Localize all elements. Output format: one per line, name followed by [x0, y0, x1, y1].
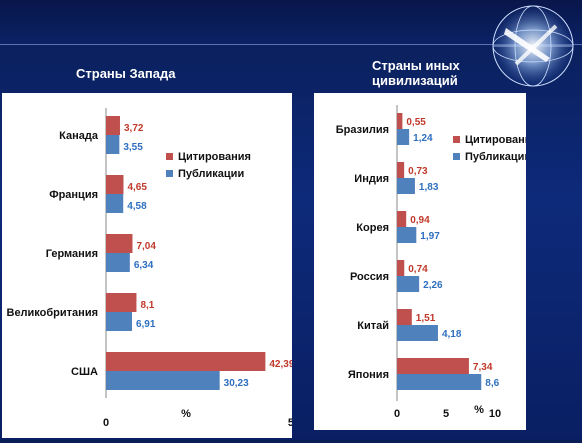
bar-citations-4 — [106, 352, 266, 371]
section-title-other-line1: Страны иных — [372, 58, 460, 73]
x-tick-label-1: 5 — [443, 408, 449, 420]
category-label-1: Франция — [49, 189, 98, 201]
data-label-citations-1: 0,73 — [408, 166, 428, 177]
x-tick-label-1: 50 — [288, 417, 292, 429]
bar-publications-1 — [397, 178, 415, 194]
data-label-citations-4: 42,39 — [269, 359, 292, 370]
category-label-3: Великобритания — [7, 307, 99, 319]
data-label-citations-4: 1,51 — [416, 313, 436, 324]
category-label-2: Германия — [46, 248, 98, 260]
legend-swatch-publications — [453, 153, 460, 160]
data-label-publications-2: 1,97 — [420, 231, 440, 242]
x-tick-label-0: 0 — [394, 408, 400, 420]
data-label-publications-1: 4,58 — [127, 201, 147, 212]
chart-panel-other: 0,55 1,24 Бразилия 0,73 1,83 Индия 0,94 1,97 Кор… — [314, 93, 538, 430]
x-axis-unit-label: % — [474, 404, 484, 416]
bar-publications-2 — [106, 253, 130, 272]
bar-citations-1 — [106, 175, 124, 194]
bar-citations-0 — [397, 113, 403, 129]
bar-publications-0 — [106, 135, 120, 154]
legend-label-citations: Цитирования — [465, 134, 526, 146]
header-bar — [0, 0, 582, 46]
header-divider — [0, 44, 582, 45]
data-label-publications-0: 1,24 — [413, 133, 433, 144]
category-label-5: Япония — [348, 369, 389, 381]
section-title-west: Страны Запада — [76, 66, 176, 81]
category-label-3: Россия — [350, 271, 389, 283]
bar-publications-3 — [397, 276, 420, 292]
legend-label-publications: Публикации — [178, 168, 244, 180]
category-label-1: Индия — [354, 173, 389, 185]
legend-label-publications: Публикации — [465, 151, 526, 163]
data-label-citations-0: 0,55 — [406, 117, 426, 128]
category-label-4: США — [71, 366, 98, 378]
bar-citations-3 — [106, 293, 137, 312]
bar-publications-3 — [106, 312, 132, 331]
bar-citations-3 — [397, 260, 405, 276]
chart-west: 3,72 3,55 Канада 4,65 4,58 Франция 7,04 6,34 Гер… — [7, 108, 300, 429]
bar-publications-1 — [106, 194, 124, 213]
data-label-citations-3: 8,1 — [140, 300, 154, 311]
data-label-citations-0: 3,72 — [124, 123, 144, 134]
section-title-other: Страны иных цивилизаций — [372, 58, 460, 88]
bar-publications-4 — [397, 325, 438, 341]
bar-citations-5 — [397, 358, 469, 374]
data-label-citations-2: 0,94 — [410, 215, 430, 226]
x-axis-unit-label: % — [181, 408, 191, 420]
data-label-publications-4: 4,18 — [442, 329, 462, 340]
bar-citations-2 — [397, 211, 407, 227]
chart-panel-west: 3,72 3,55 Канада 4,65 4,58 Франция 7,04 6,34 Гер… — [2, 93, 300, 438]
chart-other: 0,55 1,24 Бразилия 0,73 1,83 Индия 0,94 1,97 Кор… — [336, 105, 538, 420]
bar-citations-0 — [106, 116, 120, 135]
bar-citations-4 — [397, 309, 412, 325]
legend-swatch-citations — [166, 153, 173, 160]
data-label-publications-3: 2,26 — [423, 280, 443, 291]
legend-label-citations: Цитирования — [178, 151, 251, 163]
category-label-0: Бразилия — [336, 124, 389, 136]
data-label-publications-5: 8,6 — [485, 378, 499, 389]
category-label-0: Канада — [59, 130, 99, 142]
section-title-other-line2: цивилизаций — [372, 73, 458, 88]
legend-swatch-citations — [453, 136, 460, 143]
data-label-citations-2: 7,04 — [136, 241, 156, 252]
bar-publications-2 — [397, 227, 417, 243]
bar-publications-4 — [106, 371, 220, 390]
bar-publications-5 — [397, 374, 482, 390]
data-label-publications-2: 6,34 — [134, 260, 154, 271]
bar-publications-0 — [397, 129, 410, 145]
x-tick-label-2: 10 — [489, 408, 501, 420]
data-label-citations-1: 4,65 — [127, 182, 147, 193]
data-label-publications-4: 30,23 — [224, 378, 249, 389]
x-tick-label-0: 0 — [103, 417, 109, 429]
category-label-2: Корея — [356, 222, 389, 234]
bar-citations-1 — [397, 162, 405, 178]
category-label-4: Китай — [357, 320, 389, 332]
data-label-publications-3: 6,91 — [136, 319, 156, 330]
data-label-citations-5: 7,34 — [473, 362, 493, 373]
globe-logo-icon — [492, 5, 574, 87]
bar-citations-2 — [106, 234, 133, 253]
data-label-citations-3: 0,74 — [408, 264, 428, 275]
legend-swatch-publications — [166, 170, 173, 177]
data-label-publications-0: 3,55 — [123, 142, 143, 153]
data-label-publications-1: 1,83 — [419, 182, 439, 193]
